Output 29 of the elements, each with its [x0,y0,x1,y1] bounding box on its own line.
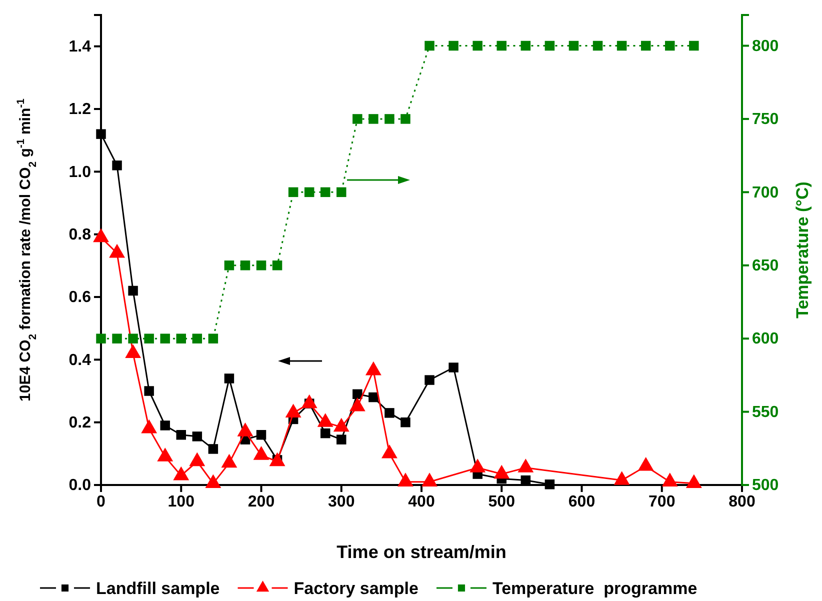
x-tick-label: 200 [248,493,275,510]
y-tick-label: 1.2 [68,101,92,118]
x-tick-label: 600 [568,493,596,510]
y2-tick-label: 700 [752,184,779,202]
legend-label: Factory sample [294,579,418,598]
y2-tick-label: 800 [752,38,779,55]
x-tick-label: 800 [728,493,756,510]
legend-label: Temperature programme [492,579,698,598]
legend-label: Landfill sample [96,579,220,598]
x-tick-label: 700 [648,493,676,510]
y2-tick-label: 550 [752,404,779,421]
y-tick-label: 0.6 [68,289,92,306]
y-tick-label: 1.4 [68,38,92,56]
y-tick-label: 1.0 [68,164,92,181]
x-axis-title: Time on stream/min [336,542,506,562]
y-tick-label: 0.8 [68,226,92,244]
y-tick-label: 0.0 [68,477,92,494]
y2-tick-label: 750 [752,111,779,128]
y-tick-label: 0.2 [68,414,92,432]
y2-tick-label: 500 [752,477,779,494]
y-tick-label: 0.4 [68,352,92,369]
y2-tick-label: 600 [752,330,779,348]
y2-tick-label: 650 [752,257,779,274]
x-tick-label: 400 [408,493,435,510]
x-tick-label: 100 [168,493,195,510]
x-tick-label: 0 [96,493,106,510]
y2-axis-title: Temperature (°C) [793,182,812,318]
x-tick-label: 500 [488,493,516,510]
x-tick-label: 300 [328,493,355,510]
